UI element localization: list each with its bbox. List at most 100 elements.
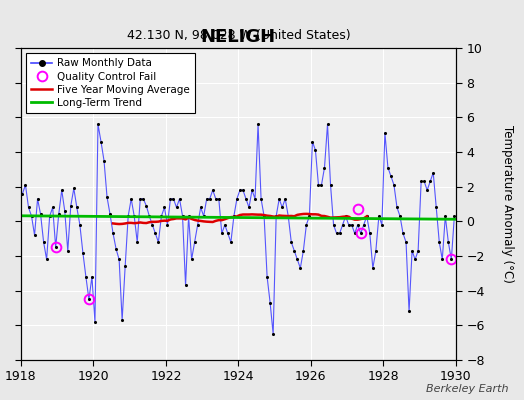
Point	[67, 202, 75, 209]
Point	[435, 239, 443, 245]
Point	[399, 230, 407, 237]
Point	[91, 319, 99, 325]
Point	[193, 222, 202, 228]
Point	[51, 244, 60, 250]
Point	[293, 256, 301, 263]
Point	[21, 182, 30, 188]
Point	[178, 213, 187, 219]
Point	[257, 196, 265, 202]
Point	[139, 196, 147, 202]
Point	[281, 196, 289, 202]
Point	[320, 164, 329, 171]
Point	[202, 196, 211, 202]
Point	[209, 187, 217, 193]
Point	[272, 213, 280, 219]
Point	[372, 248, 380, 254]
Point	[248, 187, 256, 193]
Point	[242, 196, 250, 202]
Title: NELIGH: NELIGH	[201, 28, 276, 46]
Point	[224, 230, 232, 237]
Point	[284, 213, 292, 219]
Point	[205, 196, 214, 202]
Point	[450, 213, 458, 219]
Point	[18, 190, 27, 197]
Point	[302, 222, 311, 228]
Point	[127, 196, 135, 202]
Point	[63, 248, 72, 254]
Point	[260, 213, 268, 219]
Point	[88, 274, 96, 280]
Point	[163, 222, 172, 228]
Point	[142, 202, 150, 209]
Text: Berkeley Earth: Berkeley Earth	[426, 384, 508, 394]
Point	[278, 204, 287, 211]
Point	[46, 213, 54, 219]
Point	[305, 213, 313, 219]
Point	[429, 170, 438, 176]
Point	[375, 213, 383, 219]
Point	[109, 230, 117, 237]
Point	[190, 239, 199, 245]
Point	[227, 239, 235, 245]
Point	[347, 222, 356, 228]
Point	[200, 213, 208, 219]
Point	[332, 230, 341, 237]
Point	[124, 213, 133, 219]
Point	[184, 213, 193, 219]
Point	[97, 138, 105, 145]
Point	[103, 194, 111, 200]
Point	[356, 230, 365, 237]
Point	[314, 182, 323, 188]
Point	[426, 178, 434, 185]
Point	[344, 222, 353, 228]
Point	[387, 173, 395, 180]
Legend: Raw Monthly Data, Quality Control Fail, Five Year Moving Average, Long-Term Tren: Raw Monthly Data, Quality Control Fail, …	[26, 53, 195, 113]
Point	[323, 121, 332, 128]
Point	[311, 147, 320, 154]
Point	[130, 213, 138, 219]
Point	[368, 265, 377, 271]
Point	[176, 196, 184, 202]
Point	[172, 204, 181, 211]
Point	[423, 187, 431, 193]
Point	[70, 185, 78, 192]
Point	[221, 222, 229, 228]
Point	[145, 213, 154, 219]
Point	[196, 204, 205, 211]
Point	[405, 308, 413, 315]
Point	[396, 213, 404, 219]
Point	[136, 196, 145, 202]
Point	[112, 246, 121, 252]
Point	[169, 196, 178, 202]
Point	[390, 182, 398, 188]
Point	[233, 196, 241, 202]
Point	[75, 222, 84, 228]
Y-axis label: Temperature Anomaly (°C): Temperature Anomaly (°C)	[501, 125, 515, 283]
Point	[266, 300, 275, 306]
Point	[230, 213, 238, 219]
Point	[438, 256, 446, 263]
Point	[351, 230, 359, 237]
Point	[100, 158, 108, 164]
Point	[148, 222, 157, 228]
Point	[417, 178, 425, 185]
Point	[239, 187, 247, 193]
Point	[342, 213, 350, 219]
Point	[82, 274, 90, 280]
Text: 42.130 N, 98.028 W (United States): 42.130 N, 98.028 W (United States)	[127, 29, 350, 42]
Point	[254, 121, 262, 128]
Point	[420, 178, 428, 185]
Point	[444, 239, 453, 245]
Point	[30, 232, 39, 238]
Point	[121, 263, 129, 270]
Point	[54, 211, 63, 218]
Point	[36, 211, 45, 218]
Point	[359, 222, 368, 228]
Point	[58, 187, 66, 193]
Point	[269, 331, 277, 337]
Point	[326, 182, 335, 188]
Point	[447, 256, 455, 263]
Point	[118, 317, 126, 323]
Point	[42, 256, 51, 263]
Point	[402, 239, 410, 245]
